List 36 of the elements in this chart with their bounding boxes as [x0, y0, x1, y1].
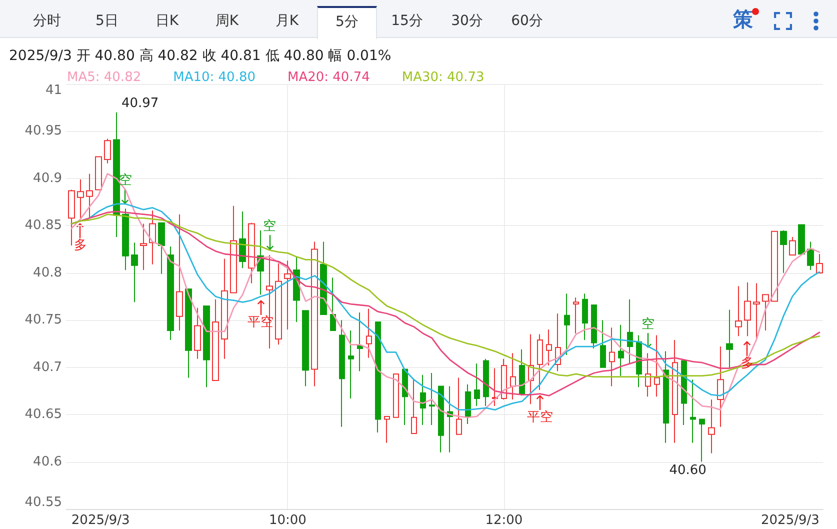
- text: MA20: 40.74: [287, 70, 370, 85]
- y-tick-label: 40.55: [24, 495, 62, 510]
- x-tick-label: 10:00: [268, 513, 306, 528]
- text: 60分: [511, 13, 543, 29]
- text: 5日: [96, 13, 118, 29]
- active-tab: 5分: [317, 6, 377, 39]
- text: 30分: [451, 13, 483, 29]
- y-tick-label: 40.65: [24, 407, 62, 422]
- annotation: 空: [118, 172, 132, 188]
- annotation: 空: [642, 317, 655, 332]
- y-tick-label: 40.8: [33, 265, 62, 280]
- text: 策: [733, 6, 753, 32]
- text: 日K: [155, 13, 179, 29]
- y-tick-label: 40.9: [33, 170, 62, 186]
- text: MA5: 40.82: [67, 70, 142, 85]
- x-tick-label: 2025/9/3: [761, 513, 820, 528]
- y-tick-label: 40.7: [33, 360, 62, 375]
- y-tick-label: 40.95: [24, 124, 62, 139]
- annotation: 空: [263, 218, 276, 234]
- y-tick-label: 41: [45, 83, 62, 98]
- x-tick-label: 2025/9/3: [71, 513, 130, 528]
- text: MA30: 40.73: [402, 70, 484, 85]
- text: 15分: [391, 13, 423, 29]
- annotation: 40.60: [669, 462, 706, 478]
- annotation: 40.97: [121, 96, 159, 112]
- y-tick-label: 40.6: [33, 454, 62, 470]
- chart-title: 2025/9/3 开 40.80 高 40.82 收 40.81 低 40.80 幅 0.01%: [9, 48, 392, 64]
- text: 月K: [275, 13, 299, 29]
- annotation: 平空: [527, 410, 554, 425]
- annotation: 多: [74, 238, 87, 254]
- y-tick-label: 40.85: [24, 218, 62, 234]
- text: 分时: [33, 13, 61, 29]
- text: MA10: 40.80: [173, 70, 256, 85]
- y-tick-label: 40.75: [24, 312, 62, 328]
- text: 周K: [215, 13, 239, 29]
- x-tick-label: 12:00: [485, 513, 523, 528]
